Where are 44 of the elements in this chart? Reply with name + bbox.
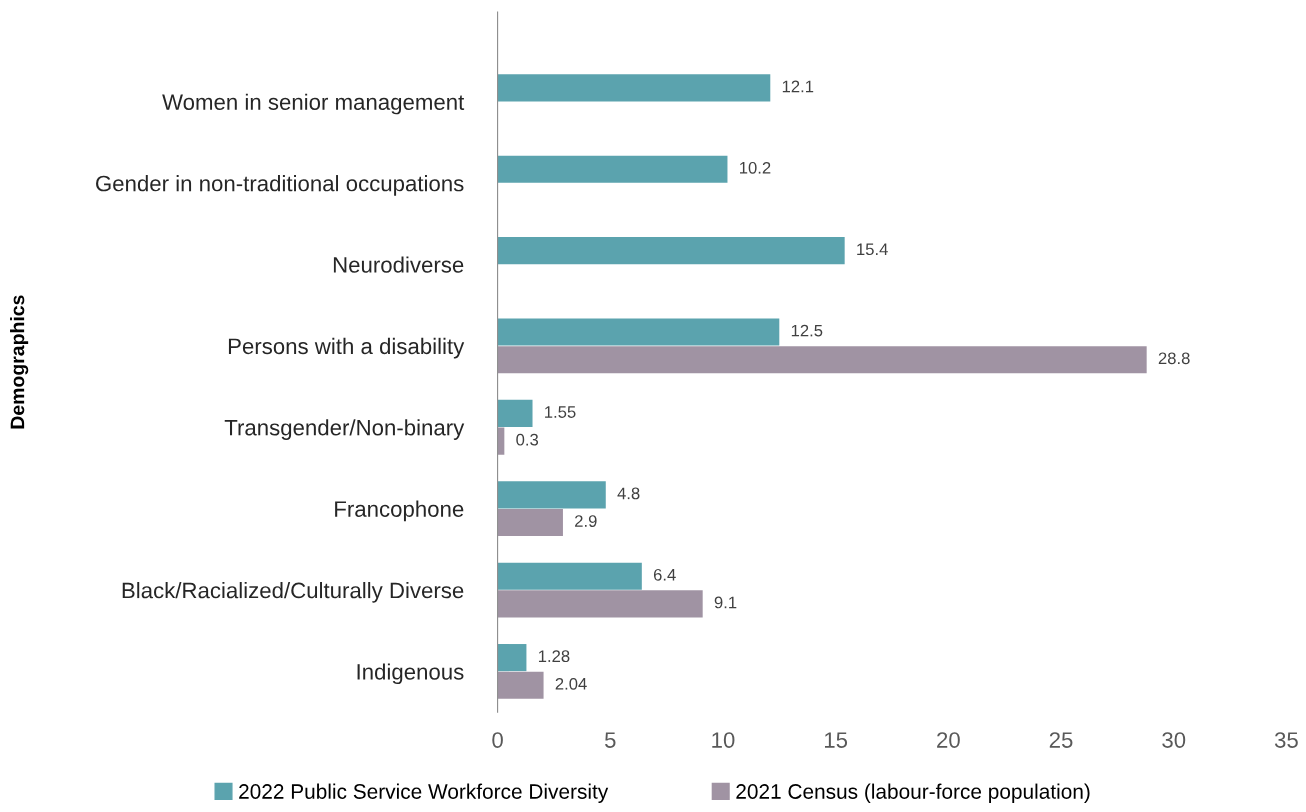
data-label: 10.2 xyxy=(740,161,771,174)
x-tick-label: 0 xyxy=(492,732,503,748)
bar xyxy=(497,399,533,427)
y-tick-label: Black/Racialized/Culturally Diverse xyxy=(122,581,464,603)
legend-label: 2021 Census (labour-force population) xyxy=(736,783,1090,803)
data-label: 4.8 xyxy=(617,487,640,500)
data-label: 12.1 xyxy=(782,80,814,93)
bar xyxy=(497,481,606,509)
data-label: 9.1 xyxy=(714,596,737,609)
bar xyxy=(497,155,728,183)
data-label: 0.3 xyxy=(516,433,539,446)
y-axis-title: Demographics xyxy=(10,295,29,429)
data-label: 1.55 xyxy=(545,406,576,418)
x-tick-label: 35 xyxy=(1274,732,1298,748)
bar xyxy=(497,671,544,699)
y-tick-label: Neurodiverse xyxy=(333,256,464,273)
bar xyxy=(497,318,780,346)
y-tick-label: Transgender/Non-binary xyxy=(224,419,465,440)
data-label: 2.04 xyxy=(555,677,587,690)
x-tick-label: 25 xyxy=(1049,732,1073,748)
legend-label: 2022 Public Service Workforce Diversity xyxy=(239,783,609,803)
x-tick-label: 30 xyxy=(1162,732,1186,748)
y-tick-label: Gender in non-traditional occupations xyxy=(96,175,464,196)
data-label: 28.8 xyxy=(1158,352,1190,365)
y-tick-label: Francophone xyxy=(335,500,464,522)
data-label: 12.5 xyxy=(791,324,823,337)
bar xyxy=(497,562,642,590)
bar xyxy=(497,508,563,537)
x-tick-label: 10 xyxy=(712,732,735,748)
data-label: 15.4 xyxy=(857,243,888,256)
x-tick-label: 15 xyxy=(824,732,848,748)
bar xyxy=(497,644,527,672)
y-tick-label: Women in senior management xyxy=(162,93,465,115)
data-label: 1.28 xyxy=(538,650,570,663)
bar xyxy=(497,346,1147,374)
x-tick-label: 5 xyxy=(604,732,616,748)
data-label: 2.9 xyxy=(575,515,597,527)
x-tick-label: 20 xyxy=(937,732,960,748)
data-label: 6.4 xyxy=(653,568,676,581)
bar xyxy=(497,237,845,265)
bar xyxy=(497,74,771,102)
bar xyxy=(497,590,703,618)
y-tick-label: Persons with a disability xyxy=(228,337,465,359)
y-tick-label: Indigenous xyxy=(357,663,464,685)
